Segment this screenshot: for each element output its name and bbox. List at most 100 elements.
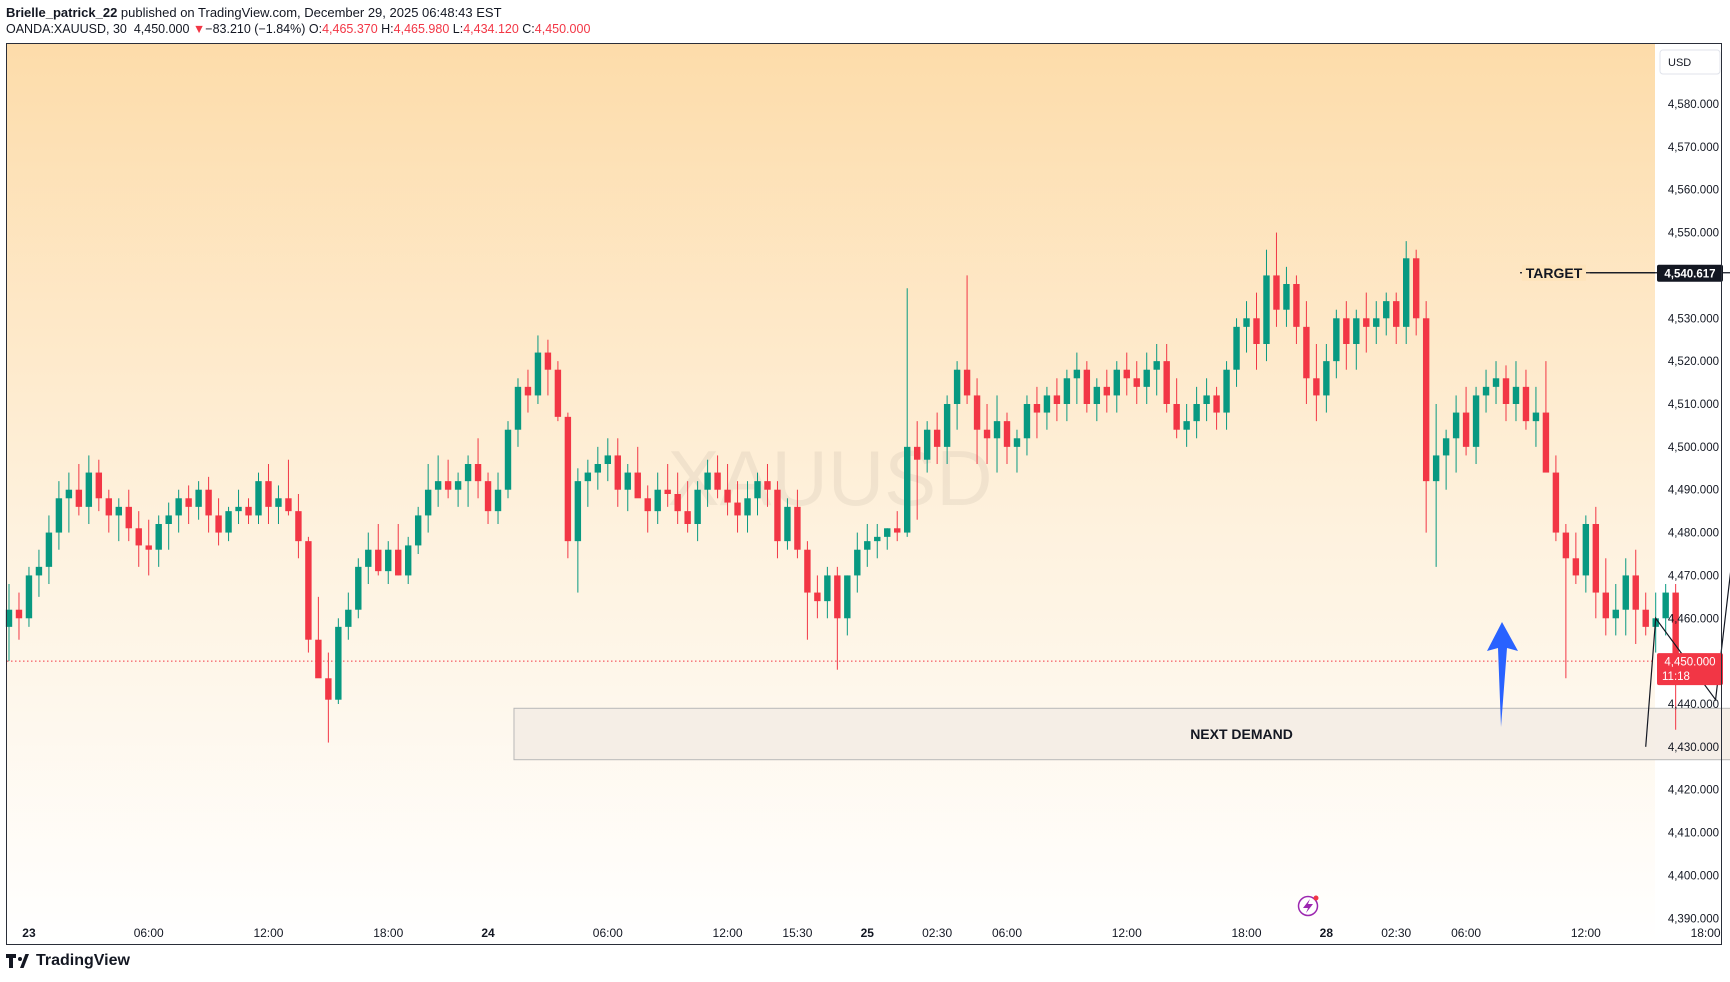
candle[interactable] [1602, 558, 1609, 636]
candle[interactable] [943, 395, 951, 464]
candle[interactable] [1143, 352, 1150, 404]
candle[interactable] [993, 395, 1001, 473]
candle[interactable] [305, 536, 312, 653]
candle[interactable] [923, 421, 931, 473]
candle[interactable] [784, 498, 791, 550]
candle[interactable] [1123, 352, 1130, 396]
candle[interactable] [385, 541, 392, 584]
candle[interactable] [355, 558, 362, 619]
candle[interactable] [245, 498, 252, 524]
currency-button[interactable]: USD [1659, 49, 1721, 75]
candle[interactable] [1492, 361, 1500, 404]
candle[interactable] [1403, 241, 1410, 344]
candle[interactable] [375, 524, 382, 576]
candle[interactable] [1113, 361, 1120, 413]
candle[interactable] [864, 524, 871, 567]
candle[interactable] [983, 404, 991, 464]
candle[interactable] [1243, 301, 1250, 353]
candle[interactable] [1592, 506, 1600, 619]
flash-circle-icon[interactable] [1297, 895, 1319, 917]
candle[interactable] [1013, 429, 1021, 473]
candle[interactable] [1133, 361, 1140, 404]
candle[interactable] [574, 468, 582, 593]
candle[interactable] [1512, 361, 1520, 422]
candle[interactable] [764, 464, 771, 507]
candle[interactable] [774, 481, 781, 559]
candle[interactable] [664, 464, 671, 507]
candle[interactable] [1283, 266, 1290, 327]
candle[interactable] [55, 481, 63, 550]
candle[interactable] [1562, 524, 1570, 679]
candle[interactable] [145, 519, 152, 576]
candle[interactable] [1632, 549, 1639, 644]
candle[interactable] [933, 412, 941, 464]
candle[interactable] [1233, 318, 1240, 387]
candle[interactable] [1173, 378, 1180, 439]
candle[interactable] [1023, 395, 1031, 456]
candle[interactable] [335, 618, 342, 704]
candle[interactable] [1083, 361, 1091, 413]
candle[interactable] [215, 498, 222, 546]
candle[interactable] [913, 421, 921, 520]
candle[interactable] [315, 596, 322, 679]
candle[interactable] [285, 459, 292, 516]
candle[interactable] [1383, 292, 1390, 336]
candle[interactable] [1223, 361, 1230, 430]
candle[interactable] [464, 455, 472, 507]
candle[interactable] [1153, 344, 1160, 396]
candle[interactable] [1163, 344, 1170, 413]
candle[interactable] [1293, 275, 1300, 344]
candle[interactable] [95, 459, 103, 512]
candle[interactable] [5, 584, 13, 662]
candle[interactable] [894, 511, 901, 542]
candle[interactable] [1393, 292, 1400, 344]
candle[interactable] [1203, 378, 1210, 422]
price-chart[interactable]: XAUUSD NEXT DEMAND TARGET 4,390.000 4,400… [0, 0, 1730, 950]
candle[interactable] [1093, 378, 1101, 422]
candle[interactable] [804, 541, 811, 640]
candle[interactable] [1452, 395, 1460, 473]
candle[interactable] [1532, 386, 1540, 447]
candle[interactable] [295, 494, 302, 559]
candle[interactable] [1552, 455, 1560, 542]
candle[interactable] [395, 524, 402, 576]
candle[interactable] [135, 511, 142, 567]
candle[interactable] [744, 481, 751, 533]
author-name[interactable]: Brielle_patrick_22 [6, 5, 118, 20]
candle[interactable] [1263, 249, 1270, 362]
candle[interactable] [275, 485, 282, 524]
candle[interactable] [1353, 309, 1360, 370]
candle[interactable] [1522, 369, 1530, 430]
candle[interactable] [654, 472, 661, 524]
candle[interactable] [494, 472, 502, 524]
candle[interactable] [195, 481, 202, 520]
candle[interactable] [75, 464, 83, 516]
candle[interactable] [205, 476, 212, 533]
candle[interactable] [1063, 369, 1071, 422]
candle[interactable] [714, 455, 721, 499]
candle[interactable] [265, 464, 272, 524]
candle[interactable] [405, 536, 412, 584]
candle[interactable] [1622, 558, 1629, 636]
candle[interactable] [65, 472, 73, 533]
candle[interactable] [115, 498, 122, 542]
candle[interactable] [325, 652, 332, 743]
candle[interactable] [824, 566, 831, 619]
candle[interactable] [1662, 584, 1669, 636]
candle[interactable] [594, 446, 602, 490]
candle[interactable] [694, 481, 701, 542]
candle[interactable] [1183, 404, 1190, 447]
candle[interactable] [414, 506, 422, 554]
candle[interactable] [1303, 301, 1310, 404]
candle[interactable] [644, 485, 651, 533]
candle[interactable] [484, 472, 492, 524]
candle[interactable] [844, 575, 851, 636]
candle[interactable] [754, 472, 761, 516]
symbol-name[interactable]: OANDA:XAUUSD, 30 [6, 22, 127, 36]
candle[interactable] [25, 566, 33, 627]
candle[interactable] [1432, 404, 1440, 567]
candle[interactable] [1193, 386, 1200, 439]
candle[interactable] [1003, 412, 1011, 464]
candle[interactable] [225, 506, 232, 542]
candle[interactable] [564, 412, 572, 559]
